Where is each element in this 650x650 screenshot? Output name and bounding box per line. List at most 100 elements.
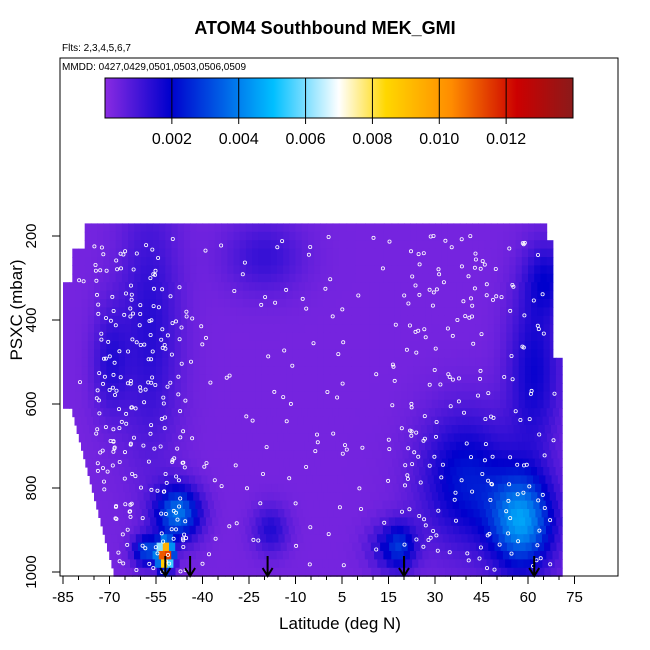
field-cell [115,265,123,275]
field-cell [267,374,275,384]
field-cell [118,391,126,401]
field-cell [258,257,266,266]
x-tick-label: 5 [338,589,346,606]
field-cell [273,357,281,367]
field-cell [453,223,461,233]
field-cell [298,399,306,409]
sample-point [479,332,484,337]
field-cell [369,332,380,342]
field-cell [143,517,151,527]
field-cell [323,492,331,502]
field-cell [515,265,523,275]
field-cell [528,231,535,241]
field-cell [182,450,190,460]
field-cell [492,559,500,569]
field-cell [391,240,399,250]
field-cell [244,425,251,434]
field-cell [265,509,273,518]
field-cell [131,542,139,552]
field-cell [425,492,433,502]
field-cell [436,559,444,569]
field-cell [487,315,495,325]
field-cell [351,290,362,300]
field-cell [367,534,378,544]
field-cell [236,399,244,409]
field-cell [435,231,442,241]
field-cell [400,341,408,350]
field-cell [351,315,362,325]
field-cell [106,357,114,367]
field-cell [100,492,107,502]
field-cell [503,240,510,250]
field-cell [165,408,173,418]
field-cell [112,299,120,308]
field-cell [118,315,126,325]
field-cell [63,399,70,409]
field-cell [215,483,223,493]
field-cell [311,567,319,577]
field-cell [391,231,399,241]
field-cell [543,517,551,527]
field-cell [444,307,452,317]
field-cell [224,324,231,334]
field-cell [543,349,551,359]
field-cell [277,458,285,468]
field-cell [238,500,246,510]
field-cell [83,450,90,460]
field-cell [171,265,179,275]
field-cell [470,567,477,577]
field-cell [121,257,129,266]
field-cell [402,450,410,460]
field-cell [339,483,349,493]
field-cell [180,349,188,359]
field-cell [415,500,423,510]
field-cell [407,391,414,401]
sample-point [156,305,161,310]
field-cell [286,517,294,527]
field-cell [253,509,261,518]
field-cell [524,324,532,334]
field-cell [242,467,250,476]
field-cell [438,282,445,292]
field-cell [208,273,216,283]
field-cell [170,475,178,485]
field-cell [438,492,445,502]
field-cell [155,416,162,426]
field-cell [130,416,138,426]
field-cell [462,307,470,317]
field-cell [369,324,380,334]
field-cell [225,450,233,460]
sample-point [119,419,124,424]
field-cell [419,399,427,409]
field-cell [203,509,211,518]
field-cell [439,567,446,577]
field-cell [193,349,200,359]
field-cell [202,231,210,241]
field-cell [558,525,563,535]
field-cell [72,257,80,266]
field-cell [372,450,383,460]
field-cell [379,341,390,350]
field-cell [75,307,83,317]
field-cell [489,450,497,460]
field-cell [255,374,262,384]
sample-point [482,458,487,463]
field-cell [400,332,408,342]
field-cell [81,441,88,451]
field-cell [196,458,204,468]
field-cell [338,551,347,560]
sample-point [179,325,184,330]
field-cell [474,416,482,426]
field-cell [406,416,413,426]
field-cell [502,500,510,510]
field-cell [236,383,244,392]
field-cell [174,399,182,409]
field-cell [122,483,130,493]
field-cell [417,509,425,518]
field-cell [380,542,390,552]
field-cell [453,408,461,418]
field-cell [75,399,83,409]
field-cell [396,475,404,485]
field-cell [487,357,495,367]
field-cell [467,509,474,518]
